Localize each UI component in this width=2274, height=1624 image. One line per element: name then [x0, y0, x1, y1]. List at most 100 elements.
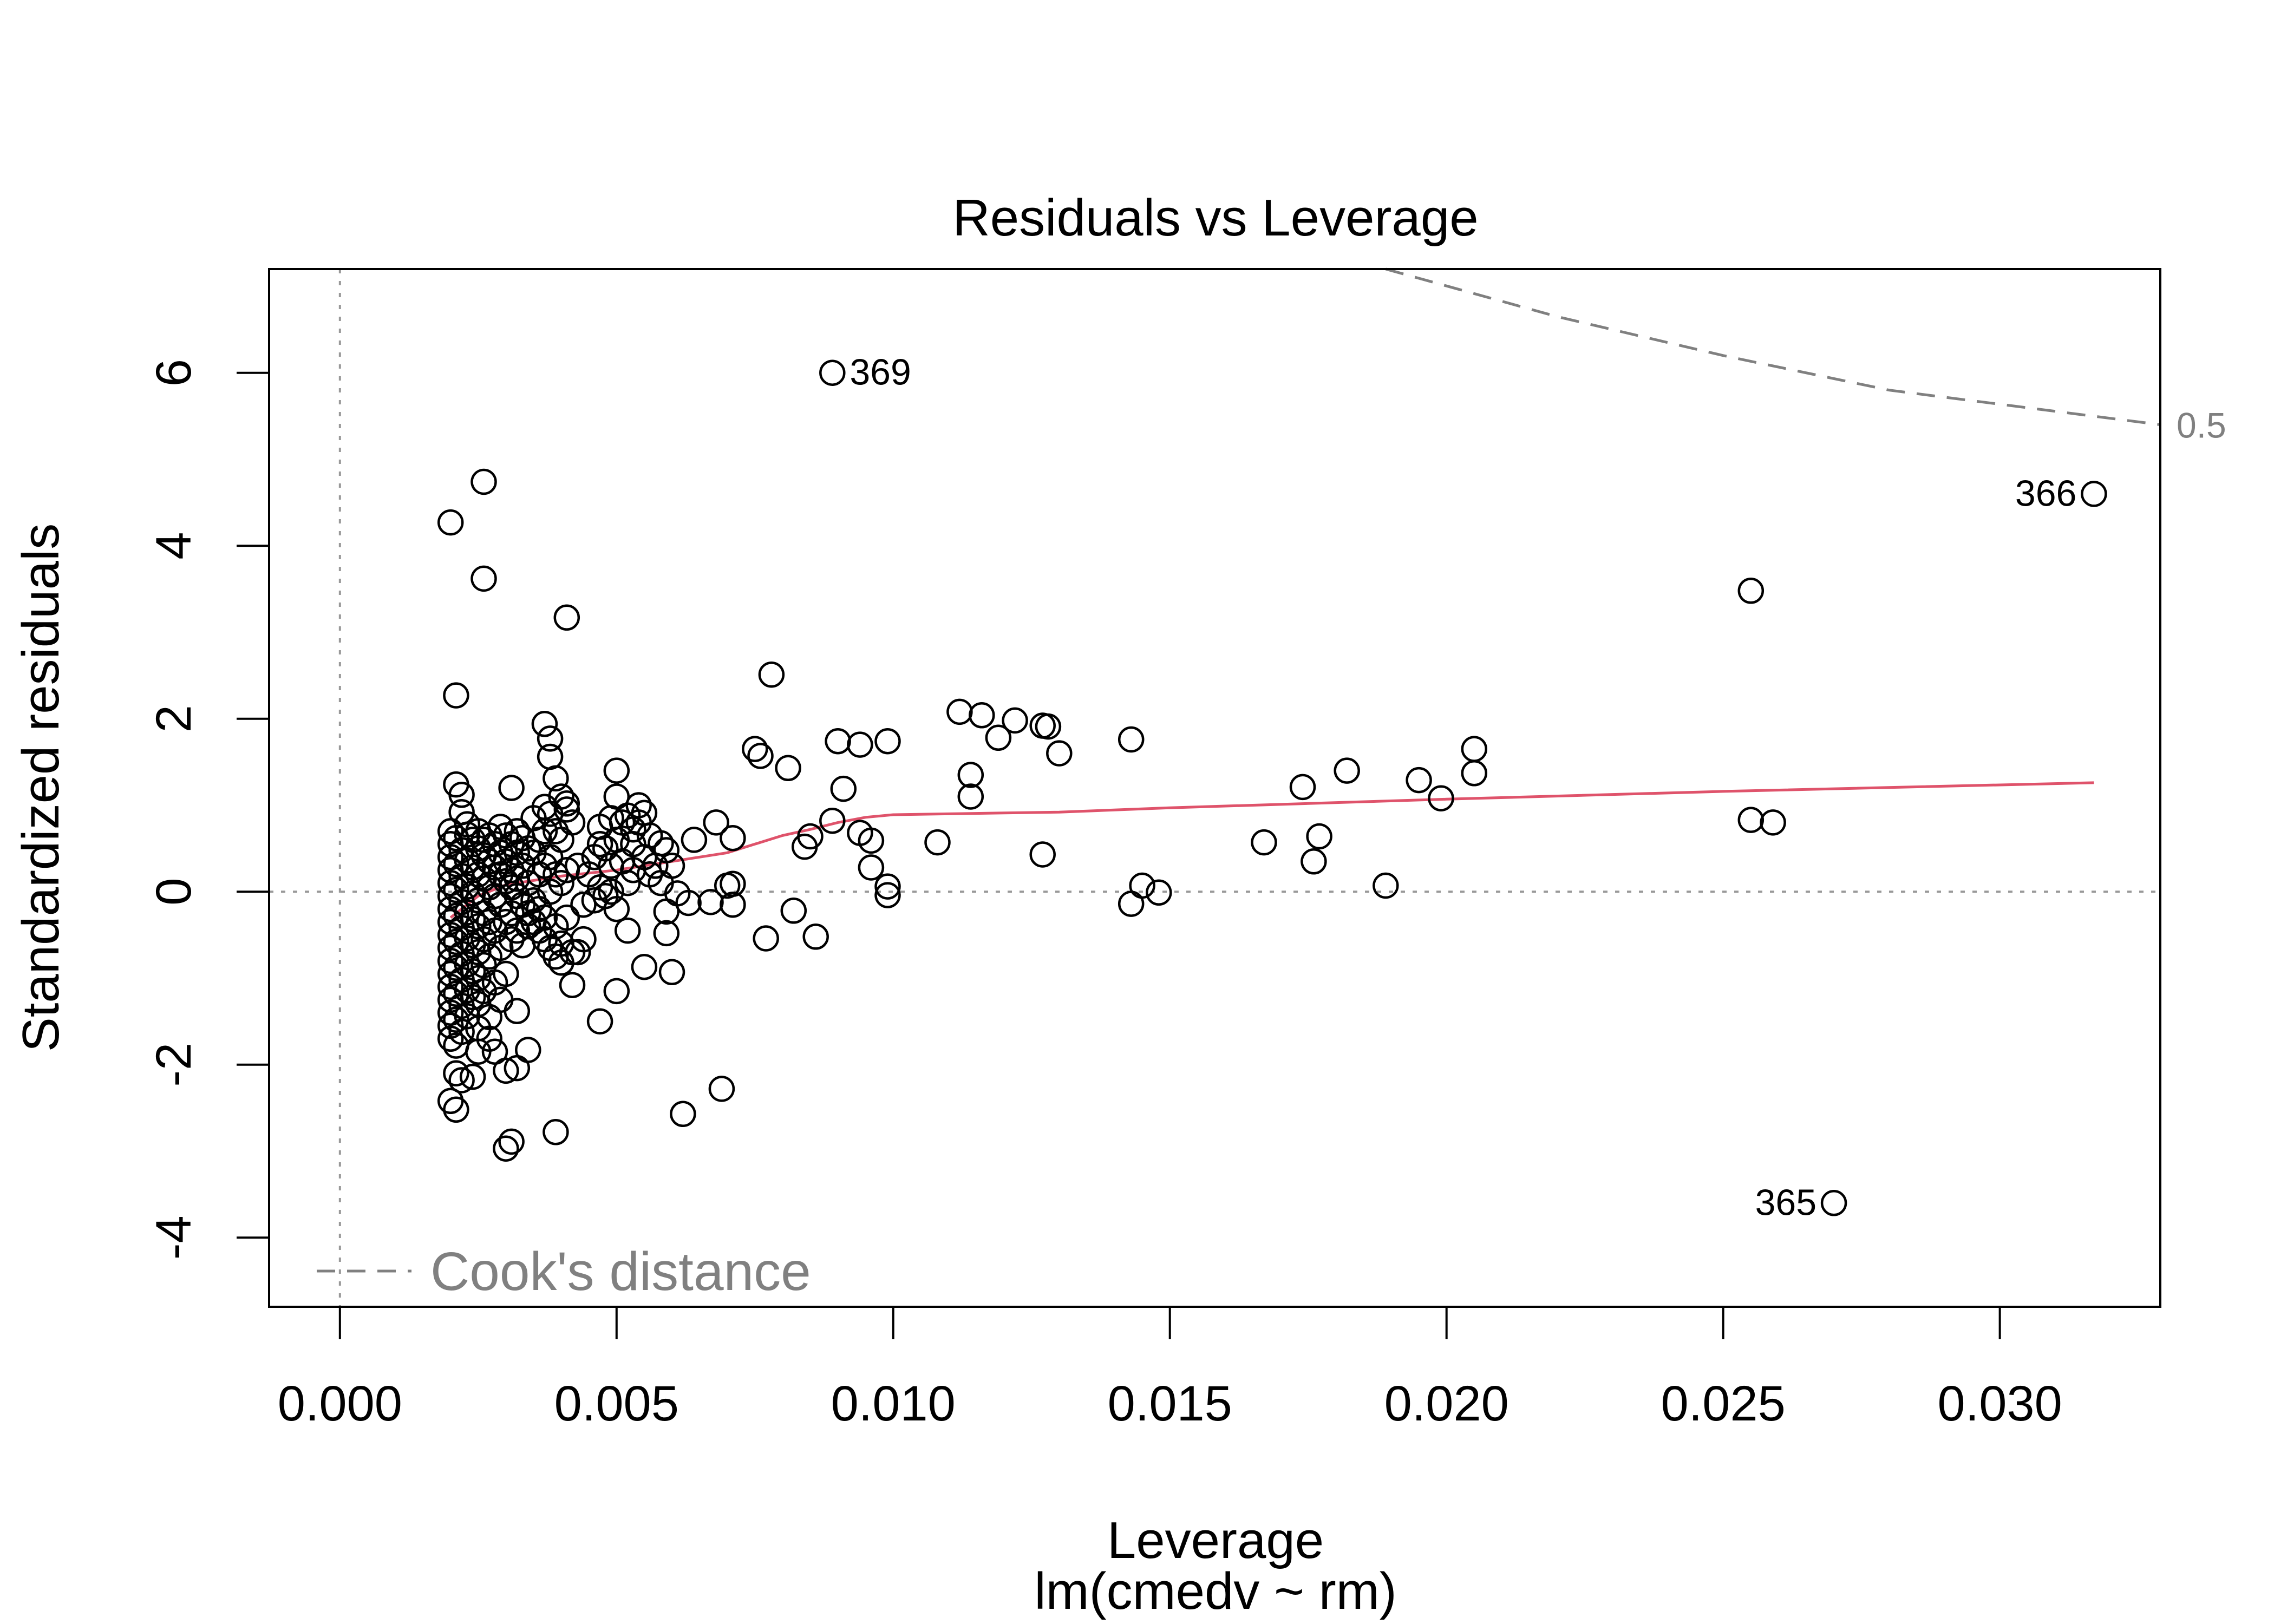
data-point — [1461, 760, 1488, 787]
data-point — [631, 953, 658, 980]
data-point — [504, 998, 531, 1024]
data-point — [697, 889, 724, 915]
data-point — [985, 724, 1012, 751]
data-point — [1306, 823, 1332, 850]
data-point — [858, 854, 885, 881]
data-point — [498, 775, 525, 801]
data-point — [924, 829, 951, 856]
data-point — [614, 917, 641, 944]
data-point — [586, 831, 613, 857]
data-point — [443, 682, 469, 709]
data-point — [559, 809, 586, 836]
data-point — [625, 809, 652, 836]
data-point — [825, 728, 851, 755]
data-point — [742, 736, 768, 762]
data-point — [498, 900, 525, 927]
y-tick-label: 2 — [146, 705, 201, 732]
data-point — [670, 1101, 696, 1128]
y-tick-label: 4 — [146, 532, 201, 560]
data-points — [437, 359, 2107, 1216]
y-axis-label: Standardized residuals — [12, 523, 70, 1052]
data-point — [714, 872, 741, 899]
data-point — [830, 775, 857, 802]
data-point — [847, 731, 873, 758]
data-point — [581, 887, 608, 914]
x-tick-label: 0.020 — [1384, 1376, 1509, 1431]
data-point — [598, 878, 624, 905]
data-point — [448, 1018, 475, 1045]
data-point — [675, 889, 702, 916]
data-point — [758, 661, 785, 688]
data-point — [443, 902, 469, 929]
data-point — [603, 895, 630, 922]
data-point — [653, 837, 680, 863]
data-point — [1035, 713, 1062, 740]
data-point — [548, 869, 574, 896]
data-point — [476, 1004, 502, 1031]
outlier-label-366: 366 — [2015, 473, 2076, 514]
data-point — [493, 1057, 519, 1084]
data-point — [553, 604, 580, 631]
data-point — [481, 1038, 508, 1065]
x-tick-label: 0.010 — [831, 1376, 956, 1431]
data-point — [1129, 872, 1155, 899]
data-point — [531, 818, 558, 844]
data-point — [448, 1067, 475, 1093]
legend-label: Cook's distance — [430, 1241, 811, 1302]
data-point — [537, 725, 564, 752]
data-point — [819, 359, 846, 386]
data-point — [493, 1135, 519, 1162]
data-point — [1334, 757, 1360, 784]
data-point — [703, 809, 729, 836]
data-point — [625, 792, 652, 818]
data-point — [559, 972, 586, 998]
data-point — [537, 801, 564, 827]
data-point — [559, 939, 586, 966]
data-point — [1373, 872, 1399, 899]
data-point — [775, 755, 801, 782]
data-point — [874, 873, 901, 900]
data-point — [609, 809, 636, 836]
data-point — [443, 876, 469, 903]
data-point — [553, 904, 580, 931]
y-tick-label: 6 — [146, 359, 201, 387]
cooks-distance-curve — [1385, 267, 2161, 426]
data-point — [957, 783, 984, 810]
data-point — [443, 1006, 469, 1033]
data-point — [459, 1063, 486, 1090]
data-point — [443, 954, 469, 981]
data-point — [1301, 848, 1327, 875]
data-point — [537, 743, 564, 770]
data-point — [747, 743, 774, 769]
data-point — [570, 891, 597, 918]
outlier-label-369: 369 — [850, 352, 911, 393]
x-tick-label: 0.015 — [1108, 1376, 1232, 1431]
cooks-distance-level-label: 0.5 — [2177, 405, 2226, 446]
data-point — [543, 765, 569, 792]
data-point — [1406, 767, 1432, 794]
data-point — [681, 827, 708, 853]
y-tick-label: -4 — [146, 1215, 201, 1260]
data-point — [531, 711, 558, 737]
data-point — [443, 1096, 469, 1123]
data-point — [1146, 879, 1172, 906]
data-point — [454, 821, 481, 848]
data-point — [648, 869, 674, 896]
data-point — [653, 920, 680, 947]
data-point — [504, 1055, 531, 1082]
data-point — [720, 891, 746, 918]
outlier-label-365: 365 — [1755, 1182, 1816, 1223]
data-point — [553, 796, 580, 823]
reference-lines — [269, 269, 2160, 1307]
y-tick-label: -2 — [146, 1043, 201, 1087]
data-point — [543, 943, 569, 970]
y-tick-label: 0 — [146, 878, 201, 906]
data-point — [537, 844, 564, 870]
data-point — [515, 1037, 541, 1063]
data-point — [753, 925, 779, 952]
data-point — [603, 978, 630, 1005]
data-point — [642, 853, 669, 879]
data-point — [802, 924, 829, 950]
data-point — [720, 824, 746, 852]
model-formula-subtitle: lm(cmedv ~ rm) — [1034, 1562, 1396, 1620]
